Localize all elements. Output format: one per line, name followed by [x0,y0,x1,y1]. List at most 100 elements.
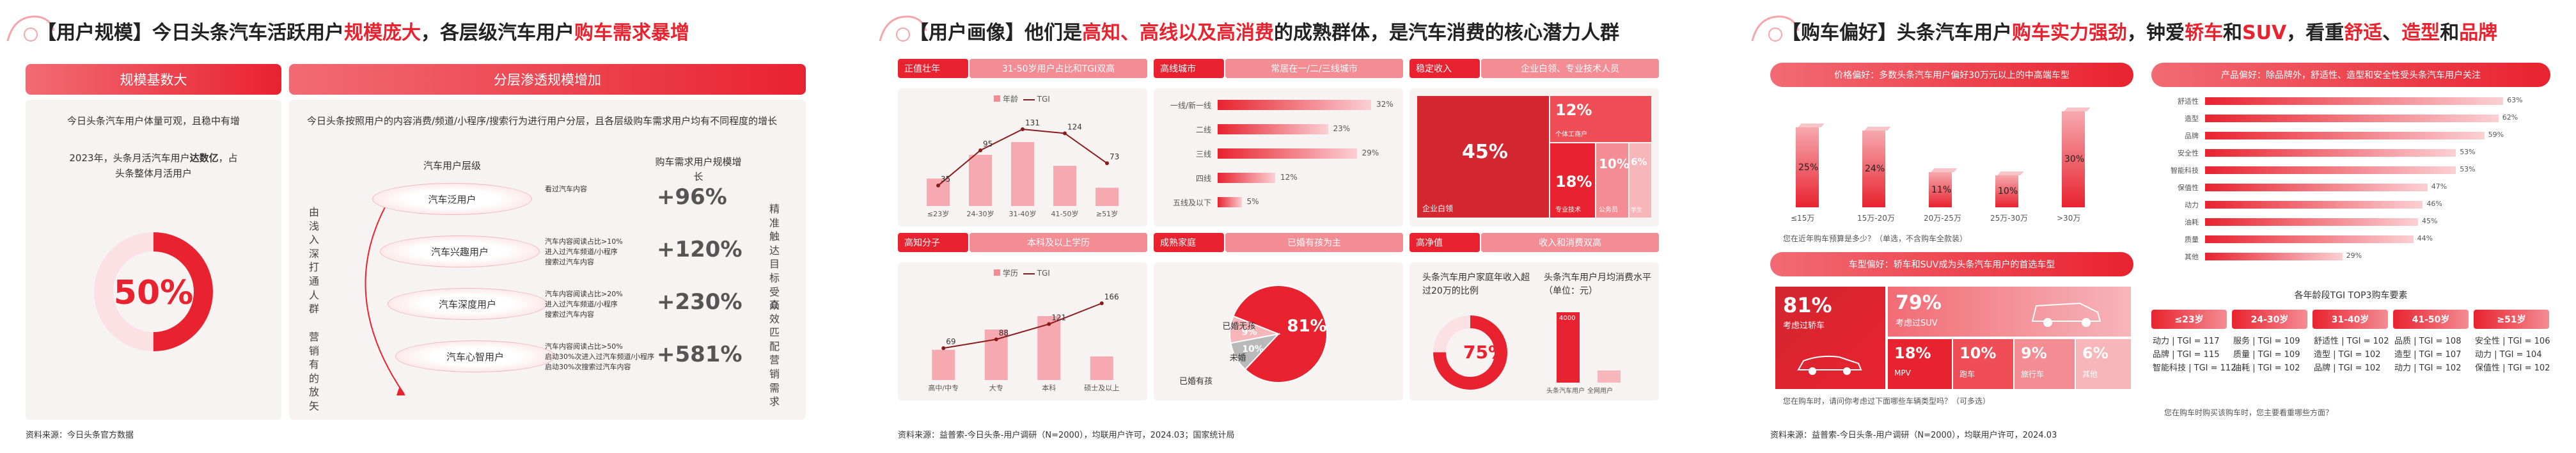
suv-icon [2031,302,2101,327]
right-section-header: 分层渗透规模增加 [289,64,806,95]
family-pie: 81% 已婚有孩 10%未婚 9%已婚无孩 [1179,285,1328,386]
product-value: 62% [2502,113,2518,122]
price-value: 24% [1865,164,1885,174]
price-bar-top [2064,107,2091,111]
income-donut-value: 75% [1463,342,1507,363]
price-bar [1796,127,1819,207]
tgi-item: 油耗 | TGI = 102 [2233,363,2300,373]
tgi-age-tag: ≤23岁 [2151,310,2227,329]
tier-growth: +96% [657,184,727,210]
tier-ellipse: 汽车心智用户 [395,340,555,372]
price-bar [1862,131,1885,207]
bar [1011,142,1034,206]
donut-value: 50% [113,274,194,312]
occupation-tile-2: 18% 专业技术 [1550,143,1595,218]
scale-line3: 头条整体月活用户 [114,168,192,179]
tgi-list: 服务 | TGI = 109 质量 | TGI = 109 油耗 | TGI = 1… [2233,335,2300,375]
city-label: 三线 [1195,150,1211,159]
product-label: 动力 [2185,201,2199,209]
age-panel: 年龄 TGI ≤23岁 24-30岁 31-40岁 41-50岁 ≥51岁 35 95 131… [898,88,1147,226]
edu-legend: 学历 TGI [994,267,1050,278]
tier-bullet: 启动30%次进入过汽车频道/小程序 [545,352,655,361]
tgi-label: 88 [999,328,1009,337]
tier-bullet: 汽车内容阅读占比>20% [545,290,623,298]
tgi-list: 安全性 | TGI = 106 动力 | TGI = 104 保值性 | TGI =… [2475,335,2550,375]
spend-label: 头条汽车用户 [1546,388,1585,395]
occupation-tile-main: 45% 企业白领 [1417,96,1549,218]
tier-growth: +230% [657,289,742,315]
tgi-label: 131 [1025,118,1040,127]
left-section-header: 规模基数大 [26,64,281,95]
pie-label: 已婚有孩 [1179,377,1213,386]
scale-line1: 今日头条汽车用户体量可观，且稳中有增 [67,115,240,127]
tgi-point [1021,127,1025,131]
product-header: 产品偏好：除品牌外，舒适性、造型和安全性受头条汽车用户关注 [2151,63,2550,87]
tgi-note: 您在购车时购买该购车时，您主要看重哪些方面？ [2164,408,2334,417]
slide-user-scale: 【用户规模】今日头条汽车活跃用户规模庞大，各层级汽车用户购车需求暴增 规模基数大… [0,0,831,453]
type-small-value: 6% [2082,344,2109,362]
left-vertical-text2: 营销有的放矢 [308,331,319,412]
product-bar [2205,218,2418,226]
price-value: 11% [1931,184,1952,195]
product-bar [2205,132,2485,139]
tier-bullet: 汽车内容阅读占比>50% [545,342,623,351]
slide-purchase-preference: 【购车偏好】头条汽车用户购车实力强劲，钟爱轿车和SUV，看重舒适、造型和品牌 价… [1745,0,2576,453]
tier-bullet: 汽车内容阅读占比>10% [545,237,623,246]
spend-text: 头条汽车用户月均消费水平（单位：元） [1544,273,1651,296]
panel-tag: 正值壮年 [898,59,968,78]
tier-panel: 今日头条按照用户的内容消费/频道/小程序/搜索行为进行用户分层，且各层级购车需求… [289,100,806,420]
wealth-panel: 头条汽车用户家庭年收入超过20万的比例 75% 头条汽车用户月均消费水平（单位：… [1410,262,1659,401]
bar [932,349,955,380]
type-tile-suv: 79% 考虑过SUV [1888,287,2131,337]
occupation-panel: 45% 企业白领 18% 专业技术 12% 个体工商户 10% 公务员 6% 学生 [1410,88,1659,226]
edu-chart: 高中/中专 大专 本科 硕士及以上 69 88 121 166 [928,292,1119,392]
city-value: 29% [1362,148,1379,157]
city-value: 12% [1280,173,1298,182]
spend-bar [1557,312,1580,383]
price-bar-top [1997,171,2024,175]
tgi-item: 品牌 | TGI = 115 [2153,349,2220,360]
type-small-value: 10% [1959,344,1997,362]
tgi-line [943,303,1103,349]
tgi-label: 69 [946,337,955,346]
type-small-label: 跑车 [1959,370,1975,379]
spend-bar [1598,370,1621,383]
tgi-label: 95 [983,139,993,148]
type-small-label: MPV [1894,369,1911,378]
tgi-point [1063,131,1067,136]
price-category: 15万-20万 [1857,214,1895,223]
price-bar-top [1931,168,1958,172]
panel-tag: 高线城市 [1154,59,1224,78]
spend-value: 4000 [1559,315,1576,322]
edu-panel: 学历 TGI 高中/中专 大专 本科 硕士及以上 69 88 121 166 [898,262,1147,401]
panel-title: 企业白领、专业技术人员 [1481,59,1659,78]
tgi-point [941,346,946,351]
source-note: 资料来源：益普索-今日头条-用户调研（N=2000），均联用户许可，2024.0… [898,431,1235,440]
product-label: 油耗 [2185,218,2199,226]
product-value: 44% [2417,234,2433,242]
price-bar-top [1864,127,1891,131]
tier-bullet: 进入过汽车频道/小程序 [545,299,618,308]
type-small-value: 18% [1894,344,1931,362]
product-value: 59% [2488,131,2504,139]
tgi-item: 品质 | TGI = 108 [2394,337,2462,346]
occupation-tile-5: 6% 学生 [1630,143,1651,218]
product-label: 品牌 [2185,132,2199,140]
scale-line2: 2023年，头条月活汽车用户达数亿，占 [69,152,238,164]
type-tile-small: 18% MPV [1888,339,1952,389]
city-label: 五线及以下 [1172,198,1211,207]
price-value: 25% [1798,162,1819,173]
panel-title: 收入和消费双高 [1481,233,1659,252]
pie-value: 81% [1287,317,1326,336]
tier-bullets: 汽车内容阅读占比>20% 进入过汽车频道/小程序 搜索过汽车内容 [545,289,623,320]
car-outline-icon [879,15,927,42]
tgi-age-tag: 41-50岁 [2393,310,2469,329]
tgi-age-tag: 24-30岁 [2232,310,2307,329]
product-bar [2205,149,2456,157]
tgi-point [1099,301,1104,305]
sedan-icon [1797,355,1862,375]
car-outline-icon [1751,15,1800,42]
type-note: 您在购车时，请问你考虑过下面哪些车辆类型吗？（可多选） [1783,397,1991,406]
car-outline-icon [6,15,55,42]
tier-growth: +581% [657,342,742,367]
